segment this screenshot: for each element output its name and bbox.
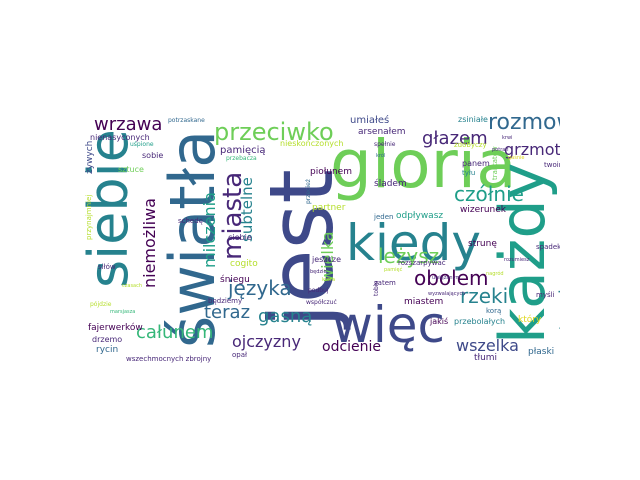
word-grzmot: grzmot <box>504 140 560 159</box>
word-rozmowa: rozmowa <box>488 112 560 135</box>
word-spelnie: spełnie <box>374 141 396 148</box>
word-calunem: całunem <box>136 322 214 343</box>
word-podbuj: podbuj <box>308 287 329 294</box>
word-zywych: żywych <box>85 140 95 174</box>
word-wyzwalajacych: wyzwalających <box>428 291 466 297</box>
word-uwiazanym: uwiązanym <box>432 275 461 281</box>
word-strune: strunę <box>468 239 497 249</box>
word-zsiniale: zsiniałe <box>458 115 488 124</box>
word-umiales: umiałeś <box>350 115 390 126</box>
word-wszechmocnych: wszechmocnych zbrojny <box>126 355 212 363</box>
word-teraz: teraz <box>204 302 251 323</box>
word-rycin: rycin <box>96 345 119 355</box>
word-tylu: tyłu <box>462 169 476 177</box>
word-krwi: krwi <box>502 135 513 141</box>
word-wiec: więc <box>332 296 446 354</box>
word-rozumiesz: rozumiesz <box>504 257 530 263</box>
word-spadek: spadek <box>536 243 560 251</box>
word-nieskonczonych: nieskończonych <box>280 139 344 148</box>
word-ktora: która <box>322 277 336 283</box>
word-plaski: płaski <box>528 347 555 357</box>
word-zatem: zatem <box>374 279 396 287</box>
word-marsjasza: marsjasza <box>110 309 136 315</box>
word-arsenalem: arsenałem <box>358 127 406 137</box>
word-wrzawa: wrzawa <box>94 114 163 135</box>
word-wizerunek: wizerunek <box>460 205 506 215</box>
word-potrafi: potrafi <box>492 147 509 153</box>
word-tlumi: tłumi <box>474 353 498 363</box>
word-cogito: cogito <box>230 259 258 269</box>
word-partner: partner <box>312 203 346 213</box>
word-nagrod: nagród <box>486 271 504 277</box>
word-potrzaskane: potrzaskane <box>168 117 205 124</box>
word-pamiec: pamięć <box>384 267 403 273</box>
word-krol: król <box>376 153 386 159</box>
word-mysli: myśli <box>536 291 555 299</box>
word-kiedy: kiedy <box>346 214 481 272</box>
word-rzeki: rzeki <box>460 284 509 308</box>
word-obolem: obolem <box>414 266 489 290</box>
word-wspolczuc: współczuć <box>306 299 337 306</box>
word-korba: korą <box>486 307 502 315</box>
word-milczenia: milczenia <box>200 192 219 268</box>
word-przebolalych: przebolałych <box>454 317 506 326</box>
word-sniegu: śniegu <box>220 275 250 285</box>
word-sladem: śladem <box>374 179 407 189</box>
word-schede: schedę <box>178 217 203 225</box>
word-jeszcze: jeszcze <box>312 255 342 264</box>
word-rozszarpywac: rozszarpywać <box>398 259 446 267</box>
word-ciebie: ciebie <box>228 233 252 242</box>
word-stronie: stronie <box>556 278 560 340</box>
word-gasna: gasną <box>258 306 313 327</box>
word-jezyka: języka <box>228 276 292 300</box>
word-tobie: tobie <box>373 280 380 296</box>
word-miastem: miastem <box>404 297 444 307</box>
word-bedziemy: będziemy <box>208 297 243 305</box>
word-przebacza: przebacza <box>226 155 257 162</box>
word-odcienie: odcienie <box>322 339 382 355</box>
word-cloud: gloria jest każdy światła siebie kiedy w… <box>80 112 560 370</box>
word-czasach: czasach <box>122 283 143 289</box>
word-jeden: jeden <box>374 213 394 221</box>
word-sobie: sobie <box>142 151 164 160</box>
word-lezysz: leżysz <box>378 244 440 268</box>
word-niemozliwa: niemożliwa <box>140 198 159 288</box>
word-bedzie: będzie <box>310 269 327 275</box>
word-pamiecia: pamięcią <box>220 145 266 156</box>
word-piolunem: piołunem <box>310 167 352 177</box>
word-przynajmniej: przynajmniej <box>85 194 93 240</box>
word-nienasyconych: nienasyconych <box>90 133 150 142</box>
word-gasnie: gaśnie <box>508 155 525 161</box>
word-czolnie: czółnie <box>454 182 524 206</box>
word-wszelka: wszelka <box>456 336 519 355</box>
word-sztuce: sztuce <box>118 165 144 174</box>
word-silow: siłów <box>98 263 116 271</box>
word-pojdzie: pójdzie <box>90 301 112 308</box>
word-przeciez: przecież <box>305 179 312 204</box>
word-ktory: który <box>518 315 542 325</box>
word-odplywasz: odpływasz <box>396 211 444 221</box>
word-gloria: gloria <box>330 126 517 203</box>
word-zdobyczy: zdobyczy <box>454 141 487 149</box>
word-jakis: jakiś <box>430 317 449 326</box>
word-twoim: twoim <box>544 161 560 169</box>
word-drzemo: drzemo <box>92 335 123 344</box>
word-glazem: głazem <box>422 128 488 149</box>
word-przeciwko: przeciwko <box>214 118 334 146</box>
word-opal: opał <box>232 351 248 359</box>
word-panem: panem <box>462 159 490 168</box>
word-ojczyzny: ojczyzny <box>232 332 301 351</box>
word-fajerwerkow: fajerwerków <box>88 323 143 333</box>
word-uspione: uśpione <box>130 141 154 148</box>
